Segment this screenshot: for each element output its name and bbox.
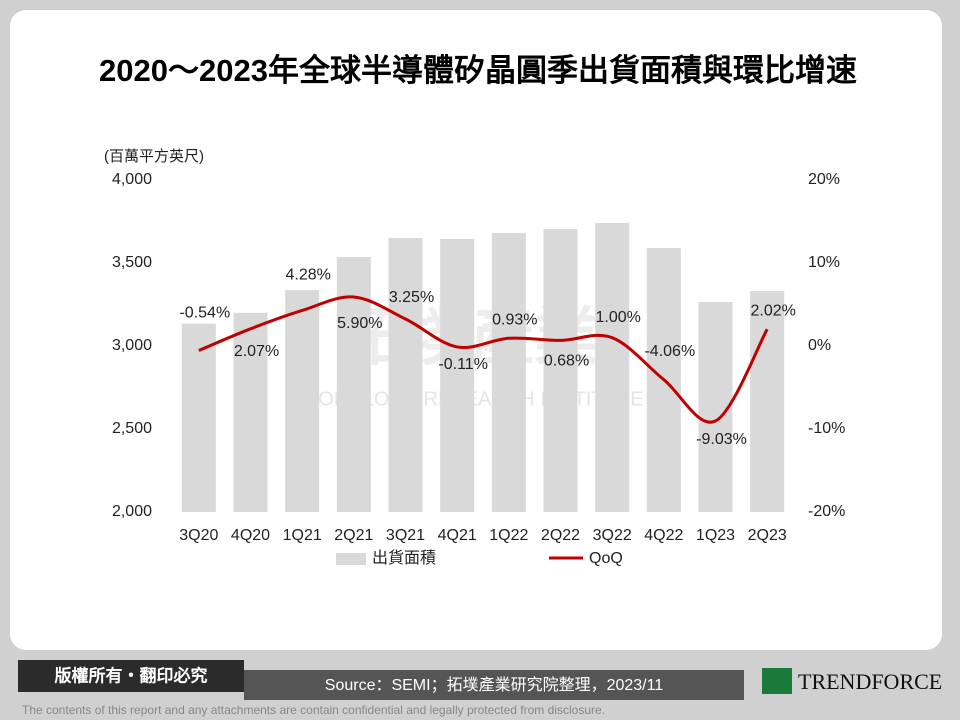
- data-label: 0.68%: [544, 353, 589, 370]
- rights-box: [18, 660, 244, 692]
- x-tick-label: 1Q21: [283, 527, 322, 544]
- x-tick-label: 3Q22: [593, 527, 632, 544]
- x-tick-label: 3Q20: [179, 527, 218, 544]
- bar: [543, 228, 578, 512]
- bar: [440, 238, 475, 512]
- data-label: 3.25%: [389, 289, 434, 306]
- y2-tick-label: 20%: [808, 171, 840, 188]
- data-label: -9.03%: [696, 431, 747, 448]
- data-label: 2.07%: [234, 343, 279, 360]
- y-tick-label: 3,500: [112, 254, 152, 271]
- chart-title: 2020～2023年全球半導體矽晶圓季出貨面積與環比增速: [99, 53, 857, 88]
- x-tick-label: 2Q23: [748, 527, 787, 544]
- data-label: 1.00%: [595, 309, 640, 326]
- y-tick-label: 2,500: [112, 420, 152, 437]
- x-tick-label: 3Q21: [386, 527, 425, 544]
- bar: [285, 290, 320, 512]
- bar: [181, 323, 216, 512]
- bar: [491, 232, 526, 513]
- y-tick-label: 4,000: [112, 171, 152, 188]
- x-tick-label: 4Q21: [438, 527, 477, 544]
- data-label: -0.54%: [179, 305, 230, 322]
- bar: [233, 312, 268, 512]
- bar: [388, 237, 423, 512]
- legend-label: QoQ: [589, 550, 623, 567]
- y2-tick-label: -10%: [808, 420, 845, 437]
- rights: 版權所有・翻印必究: [55, 665, 208, 685]
- line: [198, 295, 769, 424]
- disclaimer: The contents of this report and any atta…: [22, 703, 605, 717]
- data-label: 2.02%: [750, 302, 795, 319]
- brand: TRENDFORCE: [798, 669, 942, 694]
- data-label: -0.11%: [438, 356, 488, 373]
- data-label: 5.90%: [337, 315, 382, 332]
- x-tick-label: 2Q22: [541, 527, 580, 544]
- legend-swatch: [336, 553, 366, 565]
- x-tick-label: 2Q21: [334, 527, 373, 544]
- bar: [595, 222, 630, 512]
- source: Source：SEMI；拓墣產業研究院整理，2023/11: [325, 676, 664, 694]
- logo-icon: [762, 668, 792, 694]
- y2-tick-label: 10%: [808, 254, 840, 271]
- y2-tick-label: 0%: [808, 337, 831, 354]
- y-tick-label: 3,000: [112, 337, 152, 354]
- x-tick-label: 4Q22: [644, 527, 683, 544]
- x-tick-label: 4Q20: [231, 527, 270, 544]
- x-tick-label: 1Q22: [489, 527, 528, 544]
- bar: [750, 291, 785, 512]
- legend-label: 出貨面積: [372, 549, 436, 567]
- data-label: 0.93%: [492, 311, 537, 328]
- data-label: -4.06%: [644, 343, 695, 360]
- y-tick-label: 2,000: [112, 503, 152, 520]
- source-box: [244, 670, 744, 700]
- data-label: 4.28%: [285, 267, 330, 284]
- bar: [336, 257, 371, 512]
- y2-tick-label: -20%: [808, 503, 845, 520]
- x-tick-label: 1Q23: [696, 527, 735, 544]
- y-axis-label: (百萬平方英尺): [104, 147, 204, 165]
